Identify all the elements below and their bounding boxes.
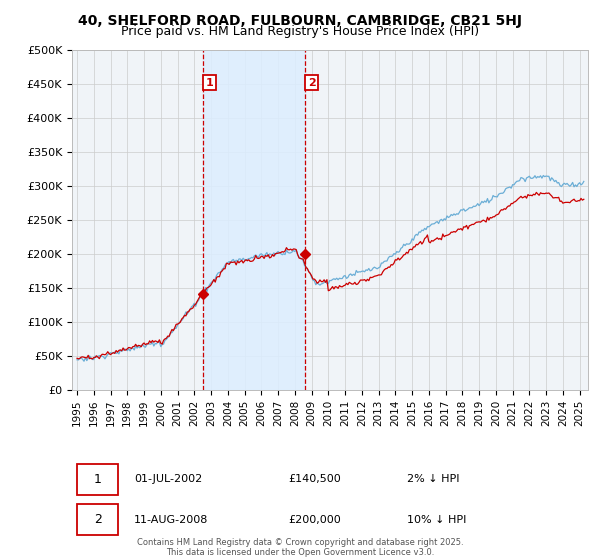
Bar <box>203 50 305 390</box>
Text: 1: 1 <box>206 77 214 87</box>
Text: Price paid vs. HM Land Registry's House Price Index (HPI): Price paid vs. HM Land Registry's House … <box>121 25 479 38</box>
Text: £140,500: £140,500 <box>289 474 341 484</box>
FancyBboxPatch shape <box>77 504 118 535</box>
Text: 10% ↓ HPI: 10% ↓ HPI <box>407 515 467 525</box>
Text: £200,000: £200,000 <box>289 515 341 525</box>
Text: 2: 2 <box>94 513 102 526</box>
Text: 11-AUG-2008: 11-AUG-2008 <box>134 515 208 525</box>
Text: 2% ↓ HPI: 2% ↓ HPI <box>407 474 460 484</box>
Text: 1: 1 <box>94 473 102 486</box>
Text: 40, SHELFORD ROAD, FULBOURN, CAMBRIDGE, CB21 5HJ: 40, SHELFORD ROAD, FULBOURN, CAMBRIDGE, … <box>78 14 522 28</box>
Text: 01-JUL-2002: 01-JUL-2002 <box>134 474 202 484</box>
FancyBboxPatch shape <box>77 464 118 495</box>
Text: 2: 2 <box>308 77 316 87</box>
Text: Contains HM Land Registry data © Crown copyright and database right 2025.
This d: Contains HM Land Registry data © Crown c… <box>137 538 463 557</box>
